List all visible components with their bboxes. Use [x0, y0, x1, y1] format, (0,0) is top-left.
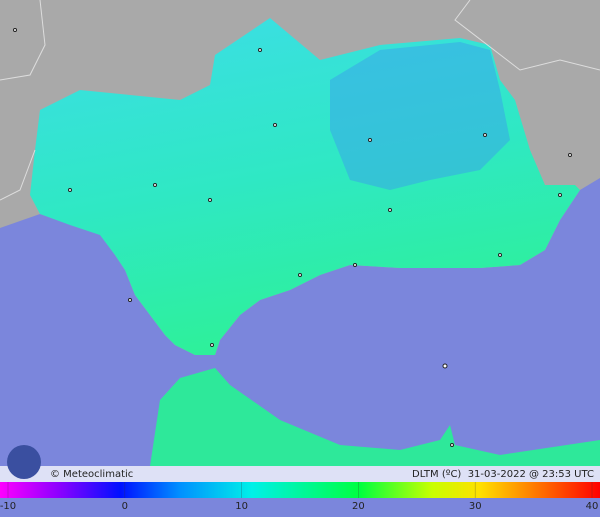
cold-area: [330, 42, 510, 190]
color-bar: [0, 482, 600, 498]
scale-tick-label: -10: [0, 501, 16, 512]
scale-tick-label: 0: [122, 501, 128, 512]
stations: [13, 28, 572, 447]
credit: © Meteoclimatic: [50, 469, 133, 480]
scale-tick-label: 20: [352, 501, 365, 512]
caption: DLTM (ºC) 31-03-2022 @ 23:53 UTC: [412, 469, 594, 480]
logo: [7, 445, 41, 479]
info-strip: [0, 466, 600, 482]
scale-tick-label: 40: [586, 501, 599, 512]
border: [0, 149, 36, 201]
scale-tick-label: 30: [469, 501, 482, 512]
morocco: [150, 368, 600, 466]
border: [0, 0, 46, 81]
border: [454, 0, 600, 71]
scale-tick-label: 10: [235, 501, 248, 512]
